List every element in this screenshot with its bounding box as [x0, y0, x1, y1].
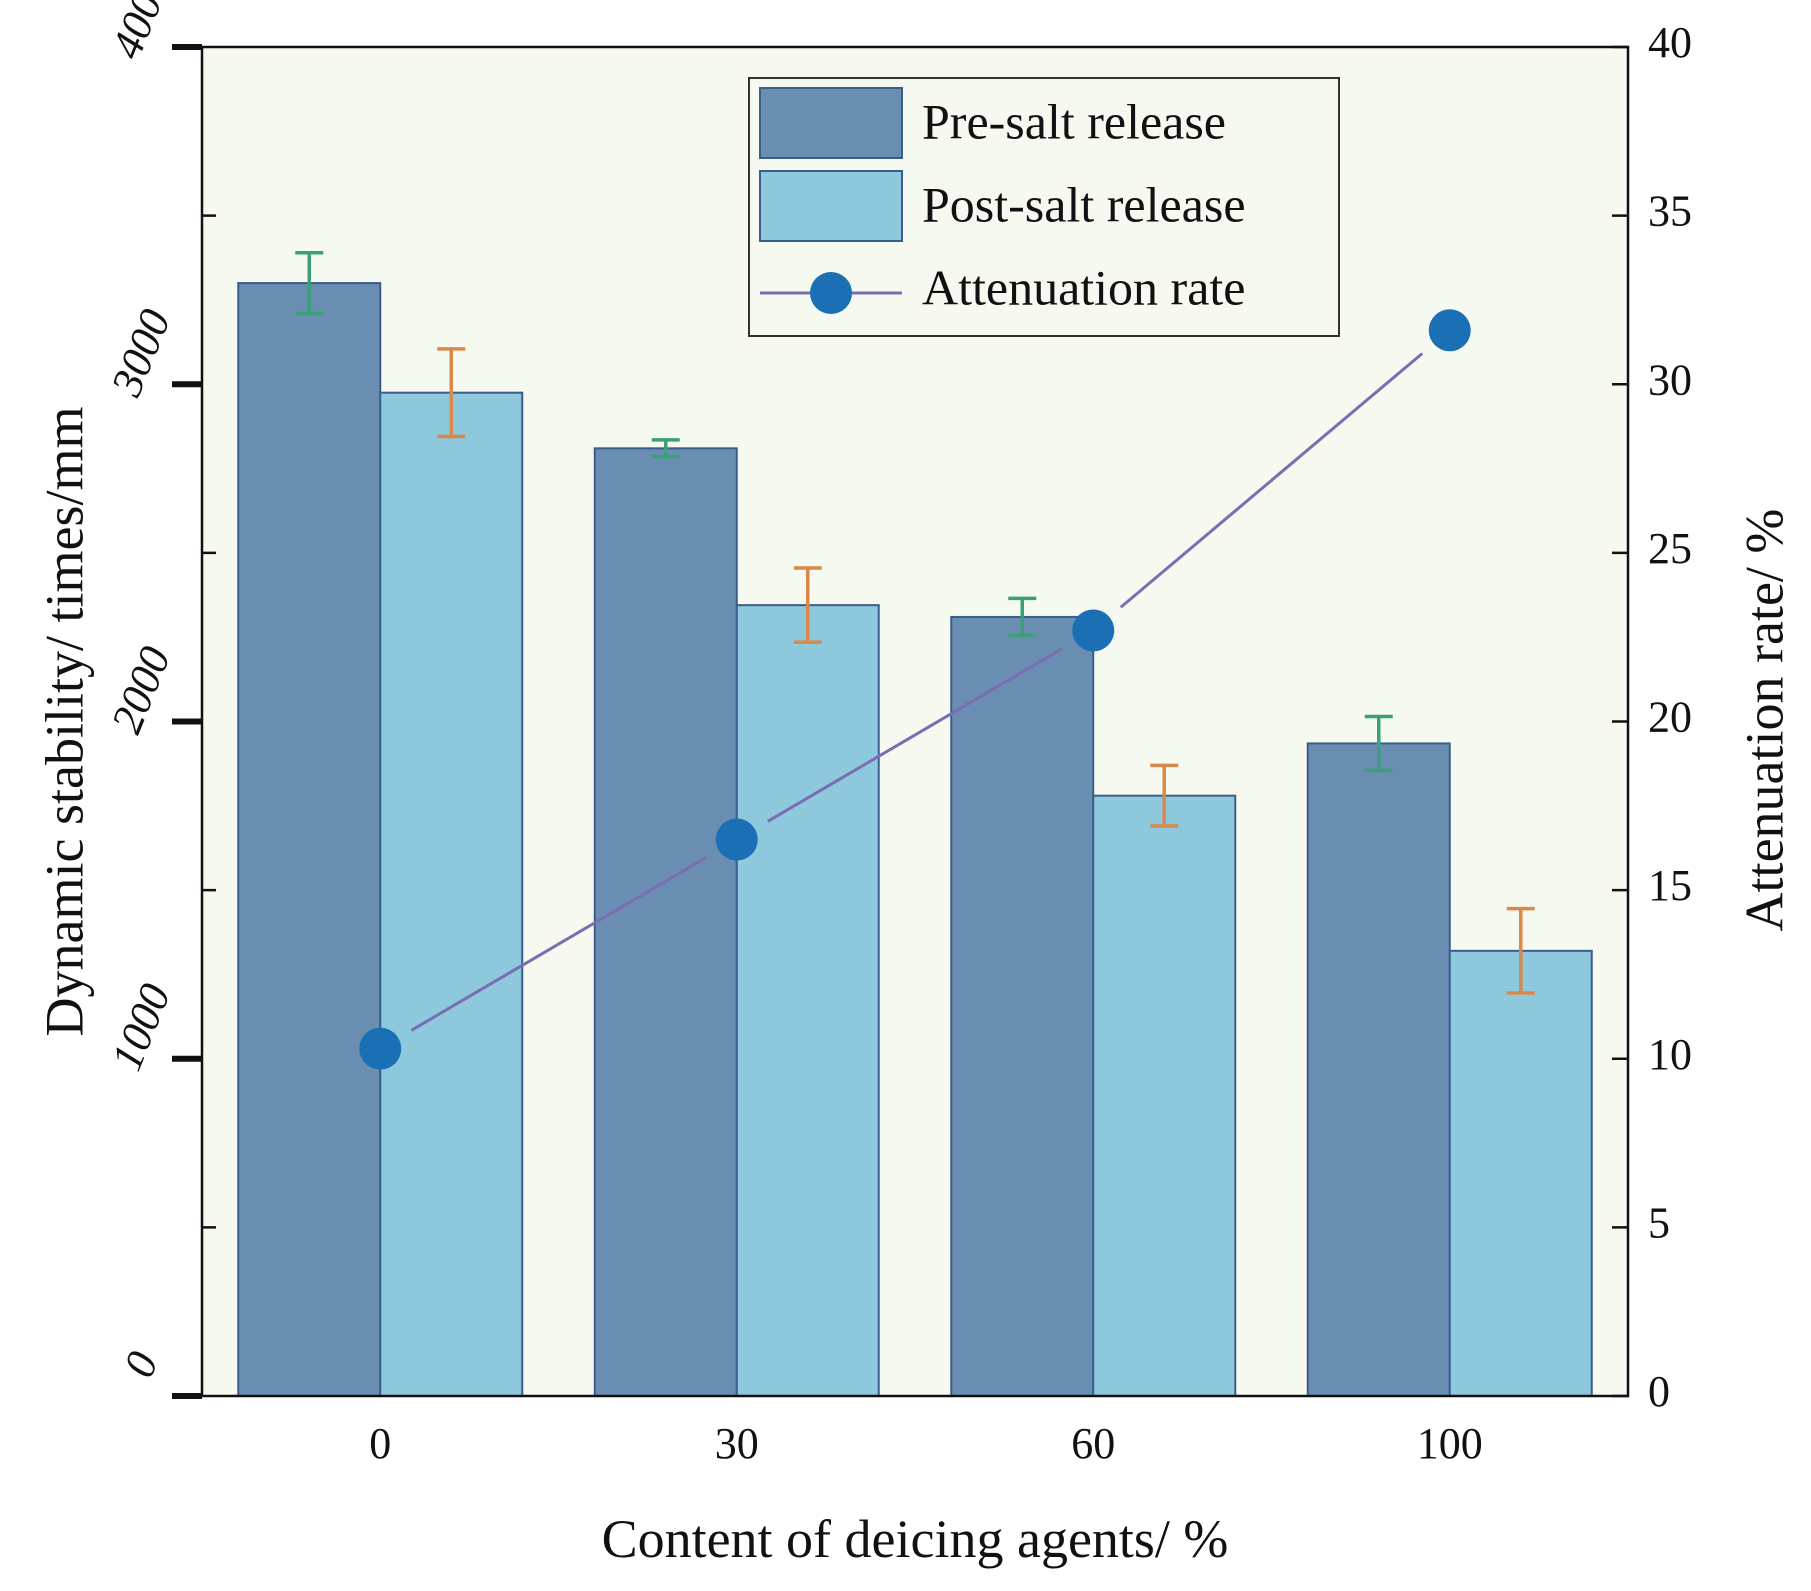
bars-layer — [237, 282, 1593, 1398]
line-point-2 — [1072, 609, 1115, 652]
line-segment-1 — [767, 647, 1063, 823]
bar-1-2 — [1092, 794, 1237, 1397]
right-axis-title: Attenuation rate/ % — [1734, 509, 1794, 932]
legend-label-1: Post-salt release — [922, 176, 1246, 232]
x-tick-label: 60 — [1071, 1419, 1115, 1468]
legend-label-0: Pre-salt release — [922, 93, 1226, 149]
left-tick-label: 3000 — [101, 303, 180, 404]
bar-0-2 — [950, 615, 1095, 1397]
legend-swatch-0 — [759, 87, 903, 159]
right-tick-label: 5 — [1648, 1198, 1670, 1247]
left-tick-label: 1000 — [102, 977, 180, 1077]
bar-1-0 — [379, 391, 524, 1397]
left-tick-label: 0 — [114, 1345, 168, 1384]
x-axis-title: Content of deicing agents/ % — [602, 1509, 1229, 1569]
right-tick-label: 25 — [1648, 524, 1692, 573]
x-tick-label: 30 — [715, 1419, 759, 1468]
legend-label-2: Attenuation rate — [922, 259, 1246, 315]
line-segment-2 — [1119, 352, 1424, 609]
bar-1-3 — [1448, 949, 1593, 1398]
right-tick-label: 15 — [1648, 861, 1692, 910]
error-bars-layer — [295, 250, 1535, 995]
line-point-1 — [715, 818, 758, 861]
line-segment-0 — [410, 856, 707, 1032]
right-tick-label: 20 — [1648, 693, 1692, 742]
left-tick-label: 4000 — [102, 0, 180, 65]
axes-layer: 0 1000 2000 3000 4000 0 5 10 15 20 25 30 35 40 0 30 60 10… — [34, 0, 1794, 1569]
left-axis-title: Dynamic stability/ times/mm — [34, 407, 94, 1037]
line-point-0 — [359, 1027, 402, 1070]
left-tick-label: 2000 — [102, 640, 180, 740]
line-layer — [359, 309, 1471, 1070]
line-point-3 — [1428, 309, 1471, 352]
bar-1-1 — [735, 604, 880, 1397]
legend: Pre-salt release Post-salt release Attenua… — [748, 77, 1340, 337]
bar-0-1 — [593, 447, 738, 1397]
right-tick-label: 0 — [1648, 1367, 1670, 1416]
x-tick-label: 100 — [1417, 1419, 1483, 1468]
legend-marker-2 — [810, 272, 852, 314]
x-tick-label: 0 — [369, 1419, 391, 1468]
bar-0-0 — [237, 282, 382, 1398]
right-tick-label: 35 — [1648, 187, 1692, 236]
right-tick-label: 30 — [1648, 355, 1692, 404]
right-tick-label: 40 — [1648, 18, 1692, 67]
legend-swatch-1 — [759, 170, 903, 242]
right-tick-label: 10 — [1648, 1030, 1692, 1079]
bar-0-3 — [1306, 742, 1451, 1397]
